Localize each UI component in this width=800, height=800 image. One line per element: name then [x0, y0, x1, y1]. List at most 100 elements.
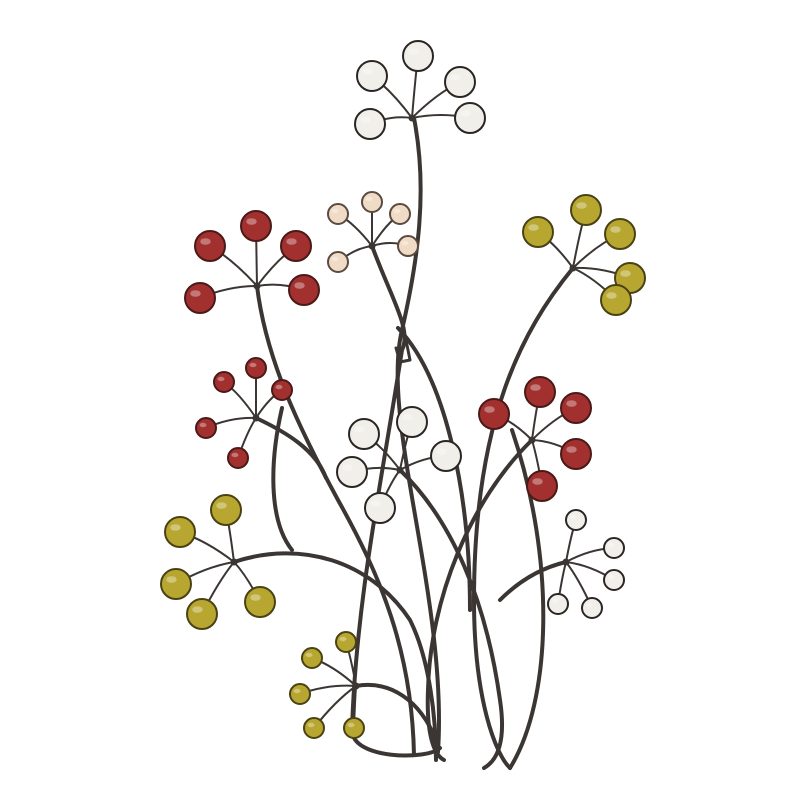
glass-disc-peach [327, 251, 349, 273]
disc-highlight [607, 542, 615, 548]
glass-disc-white [603, 537, 625, 559]
glass-disc-olive [210, 494, 242, 526]
flower-hub [569, 264, 577, 272]
glass-disc-olive [343, 717, 365, 739]
disc-highlight [354, 426, 365, 433]
disc-highlight [231, 452, 239, 458]
disc-highlight [216, 502, 227, 509]
wire-stem [425, 438, 534, 762]
disc-highlight [610, 226, 621, 233]
glass-disc-peach [361, 191, 383, 213]
glass-disc-olive [600, 284, 632, 316]
glass-disc-red [245, 357, 267, 379]
disc-highlight [566, 446, 577, 453]
glass-disc-white [402, 40, 434, 72]
disc-highlight [331, 208, 339, 214]
disc-highlight [275, 384, 283, 390]
wire-stem [398, 468, 505, 770]
glass-disc-white [364, 492, 396, 524]
disc-highlight [620, 270, 631, 277]
glass-disc-peach [389, 203, 411, 225]
glass-disc-olive [570, 194, 602, 226]
flower-hub [396, 466, 404, 474]
disc-highlight [450, 74, 461, 81]
glass-disc-red [478, 398, 510, 430]
disc-highlight [484, 406, 495, 413]
disc-highlight [402, 414, 413, 421]
wire-stem [254, 416, 328, 480]
glass-disc-white [454, 102, 486, 134]
disc-highlight [532, 478, 543, 485]
disc-highlight [408, 48, 419, 55]
glass-disc-white [603, 569, 625, 591]
flower-hub [562, 558, 570, 566]
glass-disc-red [280, 230, 312, 262]
disc-highlight [305, 652, 313, 658]
flower-head-red-small-left [195, 357, 293, 469]
wire-stem [255, 284, 416, 757]
disc-highlight [200, 238, 211, 245]
glass-disc-peach [327, 203, 349, 225]
glass-disc-white [354, 108, 386, 140]
disc-highlight [331, 256, 339, 262]
flower-head-olive-lower-left [160, 494, 276, 630]
glass-disc-red [194, 230, 226, 262]
disc-highlight [401, 240, 409, 246]
disc-highlight [294, 282, 305, 289]
disc-highlight [339, 636, 347, 642]
flower-head-red-right [478, 376, 592, 502]
disc-highlight [551, 598, 559, 604]
flower-head-olive-upper-right [522, 194, 646, 316]
wire-stem [472, 266, 575, 770]
glass-disc-red [524, 376, 556, 408]
disc-highlight [249, 362, 257, 368]
flower-head-white-center [336, 406, 462, 524]
disc-highlight [190, 290, 201, 297]
glass-disc-olive [604, 218, 636, 250]
disc-highlight [585, 602, 593, 608]
wire-stem [498, 560, 568, 602]
glass-disc-white [348, 418, 380, 450]
disc-highlight [360, 116, 371, 123]
glass-disc-white [444, 66, 476, 98]
flower-heads [160, 40, 646, 739]
disc-highlight [166, 576, 177, 583]
flower-hub [230, 558, 238, 566]
glass-disc-white [336, 456, 368, 488]
glass-disc-olive [335, 631, 357, 653]
disc-highlight [606, 292, 617, 299]
wire-stem [232, 551, 438, 762]
disc-highlight [250, 594, 261, 601]
disc-highlight [307, 722, 315, 728]
disc-highlight [436, 448, 447, 455]
flower-hub [408, 114, 416, 122]
disc-highlight [347, 722, 355, 728]
flower-head-peach-upper [327, 191, 419, 273]
glass-disc-white [565, 509, 587, 531]
glass-disc-red [195, 417, 217, 439]
disc-highlight [246, 218, 257, 225]
glass-disc-peach [397, 235, 419, 257]
glass-disc-olive [303, 717, 325, 739]
glass-disc-olive [160, 568, 192, 600]
glass-disc-white [547, 593, 569, 615]
glass-disc-olive [244, 586, 276, 618]
flower-head-olive-small-bottom [289, 631, 365, 739]
disc-highlight [342, 464, 353, 471]
glass-disc-red [271, 379, 293, 401]
glass-disc-red [288, 274, 320, 306]
glass-disc-white [581, 597, 603, 619]
flower-hub [252, 414, 260, 422]
glass-disc-white [396, 406, 428, 438]
glass-disc-red [560, 438, 592, 470]
disc-highlight [170, 524, 181, 531]
wire-stem [354, 683, 438, 742]
glass-disc-red [560, 392, 592, 424]
disc-highlight [192, 606, 203, 613]
disc-highlight [576, 202, 587, 209]
disc-highlight [370, 500, 381, 507]
glass-disc-red [240, 210, 272, 242]
disc-highlight [460, 110, 471, 117]
glass-disc-olive [186, 598, 218, 630]
glass-disc-white [356, 60, 388, 92]
